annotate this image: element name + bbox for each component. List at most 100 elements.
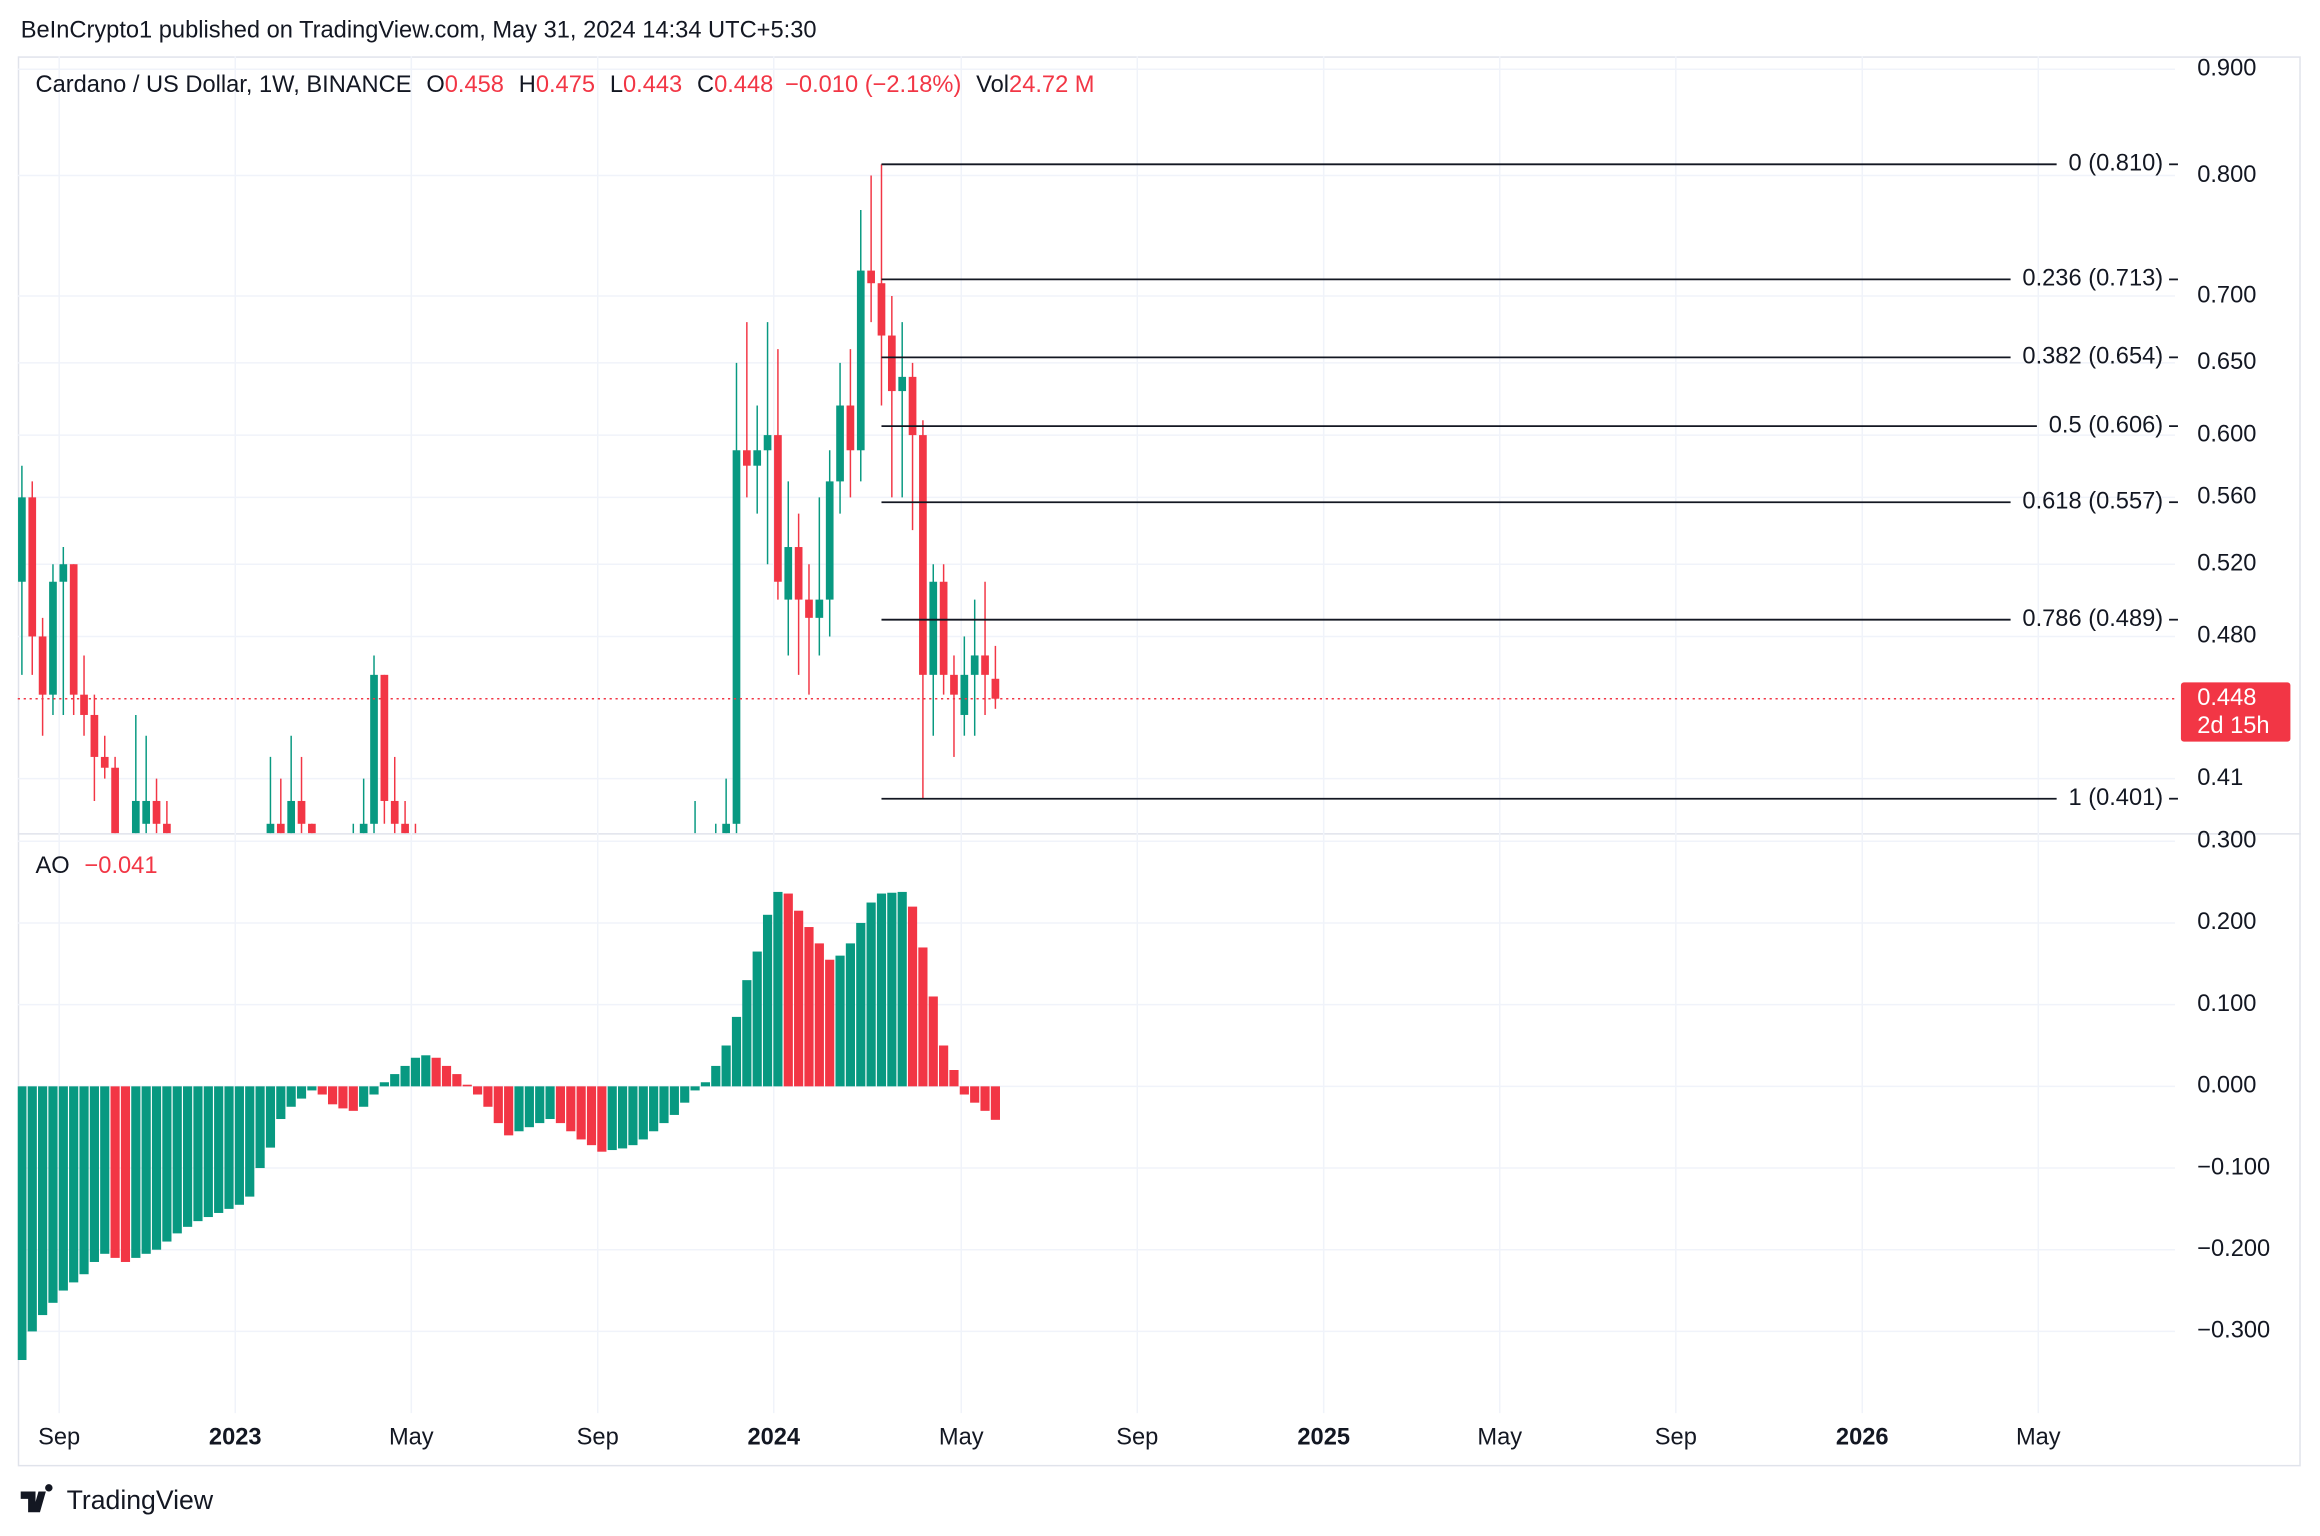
x-tick-label: 2026 (1836, 1425, 1889, 1451)
candle-body (763, 435, 772, 451)
candle-body (349, 847, 357, 896)
ao-bar (638, 1086, 648, 1140)
ao-bar (410, 1057, 421, 1087)
candle-body (184, 1002, 192, 1031)
ao-bar (286, 1086, 296, 1107)
candle-body (691, 871, 699, 921)
y-tick-label: −0.100 (2197, 1154, 2270, 1180)
x-tick-label: Sep (1116, 1425, 1158, 1451)
ao-bar (38, 1086, 48, 1316)
y-tick-label: 0.480 (2197, 623, 2256, 649)
legend-part: −0.041 (84, 853, 157, 879)
x-tick-label: May (2016, 1425, 2061, 1451)
candle-body (80, 694, 88, 715)
candle-body (846, 405, 855, 451)
candle-body (588, 1225, 596, 1226)
x-tick-label: May (1477, 1425, 1522, 1451)
y-tick-label: 0.650 (2197, 349, 2256, 375)
fib-label: 0.5 (0.606) (2049, 412, 2163, 438)
ao-bar (721, 1045, 731, 1087)
price-pane (18, 164, 1000, 1226)
x-tick-label: Sep (577, 1425, 619, 1451)
candle-body (898, 376, 907, 392)
ao-bar (617, 1086, 628, 1149)
candle-body (111, 767, 119, 834)
ao-bar (980, 1086, 990, 1111)
last-price-label: 0.448 (2197, 685, 2256, 711)
ao-bar (483, 1086, 493, 1107)
ao-bar (773, 891, 783, 1087)
x-tick-label: May (389, 1425, 434, 1451)
grid (17, 56, 2175, 1414)
ao-bar (162, 1086, 172, 1242)
y-tick-label: 0.560 (2197, 484, 2256, 510)
candle-body (981, 655, 989, 675)
ao-bar (628, 1086, 638, 1146)
candle-body (122, 896, 130, 921)
candle-body (598, 1225, 606, 1226)
candle-body (639, 1190, 647, 1225)
fib-label: 0 (0.810) (2068, 151, 2163, 177)
ao-bar (421, 1055, 431, 1087)
candle-body (443, 896, 451, 921)
candle-body (929, 581, 938, 675)
ao-bar (586, 1086, 597, 1146)
ao-bar (390, 1074, 400, 1087)
candle-body (546, 1123, 554, 1190)
y-tick-label: −0.300 (2197, 1318, 2270, 1344)
candle-body (681, 921, 689, 1031)
candle-body (49, 581, 57, 695)
ao-bar (504, 1086, 514, 1136)
ao-bar (328, 1086, 338, 1105)
candle-body (567, 1190, 575, 1225)
candle-body (671, 1031, 679, 1091)
candle-body (59, 564, 68, 582)
y-tick-label: 0.41 (2197, 765, 2243, 791)
candle-body (173, 1002, 181, 1031)
candle-body (619, 1190, 627, 1191)
y-tick-label: −0.200 (2197, 1236, 2270, 1262)
candle-body (422, 871, 430, 896)
frame (17, 56, 2301, 1467)
candle-body (463, 1123, 471, 1156)
x-tick-label: 2024 (747, 1425, 800, 1451)
ao-bar (711, 1065, 721, 1087)
ao-bar (514, 1086, 524, 1132)
y-tick-label: 0.000 (2197, 1073, 2256, 1099)
candle-body (276, 823, 285, 834)
candle-body (960, 674, 969, 715)
ao-bar (79, 1086, 89, 1275)
candle-body (856, 270, 865, 451)
ao-bar (845, 943, 855, 1087)
ao-bar (359, 1086, 369, 1107)
ao-bar (990, 1086, 1000, 1120)
legend-part: −0.010 (−2.18%) (785, 72, 961, 98)
brand: TradingView (67, 1485, 214, 1515)
ao-bar (100, 1086, 110, 1254)
candle-body (329, 921, 337, 947)
ao-bar (234, 1086, 244, 1205)
fib-label: 0.382 (0.654) (2022, 344, 2163, 370)
legend-part: Vol (976, 72, 1009, 98)
candle-body (774, 435, 782, 582)
candle-body (732, 450, 741, 824)
candle-body (308, 823, 316, 834)
candle-body (991, 678, 1000, 699)
candle-body (28, 497, 37, 637)
ao-bar (317, 1086, 327, 1095)
fib-label: 0.236 (0.713) (2022, 266, 2163, 292)
ao-bar (555, 1086, 566, 1124)
candle-body (805, 599, 813, 618)
ao-bar (172, 1086, 182, 1234)
legend-part: 24.72 M (1009, 72, 1094, 98)
ao-bar (151, 1086, 162, 1250)
ao-bar (866, 902, 876, 1087)
candle-body (194, 1002, 202, 1031)
ao-bar (452, 1074, 462, 1087)
y-tick-label: 0.900 (2197, 56, 2256, 82)
candle-body (784, 547, 793, 600)
candle-body (318, 948, 326, 975)
ao-bar (120, 1086, 131, 1262)
ao-bar (576, 1086, 586, 1140)
ao-bar (493, 1086, 503, 1124)
